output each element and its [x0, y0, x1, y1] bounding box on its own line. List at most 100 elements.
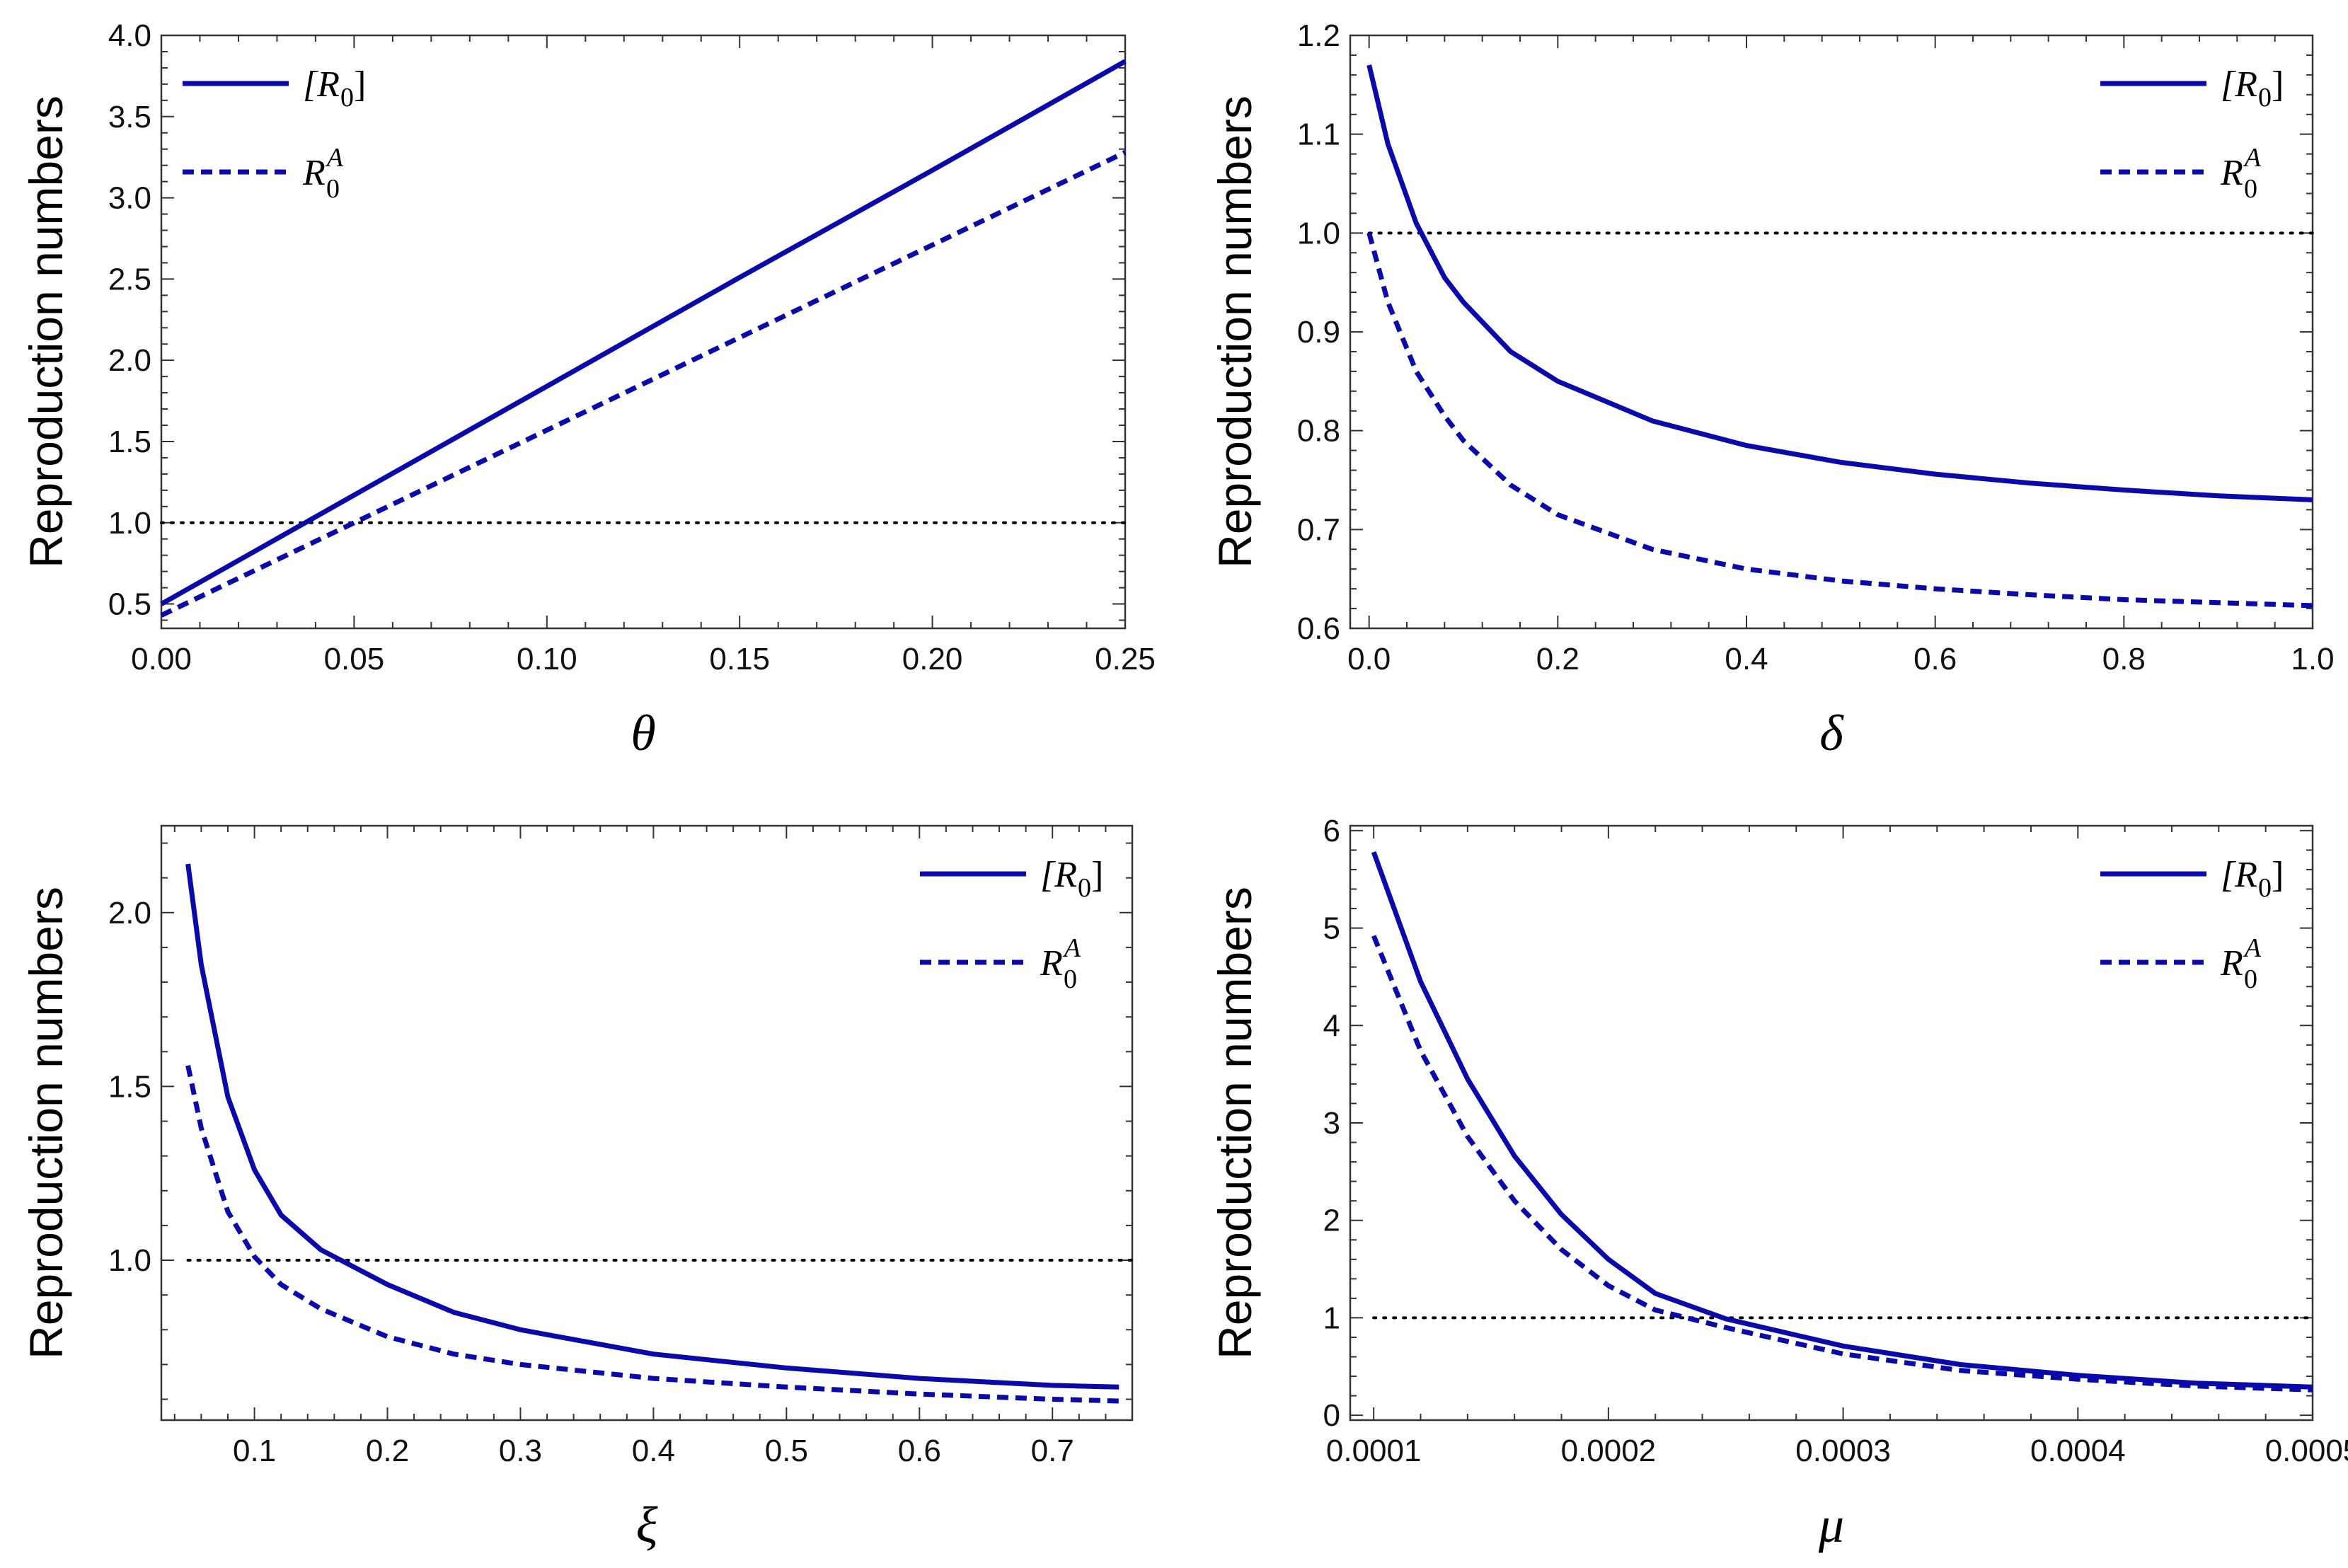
- x-tick-label: 0.2: [366, 1434, 409, 1468]
- x-tick-label: 0.0003: [1795, 1434, 1891, 1468]
- legend-label-main: [R: [303, 64, 340, 105]
- y-tick-label: 1.0: [1297, 216, 1340, 250]
- chart-xi: 0.1 0.2 0.3 0.4 0.5 0.6 0.7 1.0 1.5 2.0 Reproducti…: [20, 824, 1134, 1553]
- x-tick-label: 0.4: [632, 1434, 675, 1468]
- legend-label-main: R: [2220, 943, 2243, 984]
- legend-label-sup: A: [2243, 143, 2262, 173]
- legend-label: [R0]: [1040, 855, 1103, 903]
- legend-label-main: [R: [2221, 855, 2257, 895]
- y-tick-label: 1: [1323, 1301, 1340, 1335]
- legend-label-main: R: [2220, 153, 2243, 193]
- y-tick-label: 3.5: [108, 100, 151, 134]
- x-tick-label: 0.8: [2102, 642, 2146, 676]
- x-tick-label: 1.0: [2291, 642, 2334, 676]
- legend-label-sub: 0: [2244, 964, 2257, 994]
- x-tick-label: 0.20: [902, 642, 963, 676]
- legend-label-sup: A: [1062, 933, 1081, 963]
- y-axis-label: Reproduction numbers: [20, 887, 72, 1359]
- legend-label-end: ]: [2272, 855, 2284, 895]
- series-line-r0: [1366, 64, 2313, 502]
- y-tick-label: 5: [1323, 911, 1340, 946]
- legend-label: [R0]: [2221, 64, 2284, 113]
- plot-frame: [160, 34, 1127, 630]
- chart-theta: 0.00 0.05 0.10 0.15 0.20 0.25 0.5 1.0 1.5 2.0 2.5 3…: [20, 18, 1156, 761]
- x-tick-label: 0.4: [1725, 642, 1768, 676]
- x-axis-label: θ: [631, 705, 655, 761]
- x-tick-label: 0.2: [1536, 642, 1579, 676]
- y-tick-label: 2: [1323, 1204, 1340, 1238]
- legend-label: RA 0: [302, 143, 344, 204]
- y-tick-label: 1.2: [1297, 18, 1340, 53]
- legend: [R0]RA 0: [920, 855, 1103, 994]
- y-tick-label: 4: [1323, 1008, 1340, 1043]
- legend-label: RA 0: [2220, 933, 2262, 994]
- legend: [R0]RA 0: [2100, 855, 2284, 994]
- x-tick-label: 0.1: [233, 1434, 276, 1468]
- x-tick-label: 0.0001: [1326, 1434, 1422, 1468]
- y-tick-label: 0.5: [108, 587, 151, 622]
- y-tick-label: 1.5: [108, 425, 151, 459]
- y-tick-label: 0.7: [1297, 512, 1340, 547]
- legend-label-main: [R: [2221, 64, 2257, 105]
- legend: [R0]RA 0: [183, 64, 366, 204]
- y-tick-label: 3: [1323, 1106, 1340, 1141]
- legend-label-sup: A: [2243, 933, 2262, 963]
- x-axis-label: μ: [1818, 1497, 1844, 1553]
- y-tick-label: 0.6: [1297, 611, 1340, 646]
- legend-label-sub: 0: [340, 83, 354, 113]
- y-tick-label: 0: [1323, 1398, 1340, 1433]
- legend-label: [R0]: [2221, 855, 2284, 903]
- x-axis-label: δ: [1819, 705, 1844, 761]
- chart-delta: 0.0 0.2 0.4 0.6 0.8 1.0 0.6 0.7 0.8 0.9 1.0 1.1 1.2 R…: [1209, 18, 2335, 761]
- legend: [R0]RA 0: [2100, 64, 2284, 204]
- legend-label-sub: 0: [2258, 83, 2272, 113]
- y-axis-label: Reproduction numbers: [1209, 887, 1261, 1359]
- legend-label-sub: 0: [1078, 873, 1091, 903]
- x-tick-label: 0.6: [898, 1434, 941, 1468]
- plot-frame: [160, 824, 1134, 1422]
- legend-label-end: ]: [2272, 64, 2284, 105]
- chart-mu: 0.0001 0.0002 0.0003 0.0004 0.0005 0 1 2 3 4 5 6 Rep…: [1209, 814, 2348, 1553]
- series-line-r0: [1371, 851, 2313, 1390]
- legend-label-sup: A: [325, 143, 344, 173]
- series-line-r0a: [185, 1065, 1120, 1404]
- legend-label-sub: 0: [1064, 964, 1077, 994]
- x-tick-label: 0.7: [1031, 1434, 1074, 1468]
- x-tick-label: 0.0004: [2030, 1434, 2126, 1468]
- legend-label-sub: 0: [326, 174, 340, 204]
- x-tick-label: 0.5: [765, 1434, 808, 1468]
- series-line-r0a: [160, 150, 1127, 618]
- y-tick-label: 1.0: [108, 1243, 151, 1278]
- y-axis-label: Reproduction numbers: [20, 96, 72, 568]
- y-tick-label: 3.0: [108, 181, 151, 216]
- legend-label-end: ]: [1091, 855, 1103, 895]
- y-tick-label: 1.5: [108, 1069, 151, 1104]
- x-tick-label: 0.0002: [1561, 1434, 1657, 1468]
- x-tick-label: 0.00: [131, 642, 192, 676]
- y-axis-label: Reproduction numbers: [1209, 96, 1261, 568]
- y-tick-label: 0.8: [1297, 414, 1340, 449]
- x-tick-label: 0.15: [709, 642, 770, 676]
- y-tick-label: 1.0: [108, 506, 151, 541]
- y-tick-label: 0.9: [1297, 315, 1340, 350]
- legend-label: RA 0: [1040, 933, 1081, 994]
- x-tick-label: 0.6: [1913, 642, 1957, 676]
- legend-label: [R0]: [303, 64, 366, 113]
- x-tick-label: 0.05: [324, 642, 385, 676]
- x-tick-label: 0.0005: [2265, 1434, 2348, 1468]
- x-tick-label: 0.0: [1347, 642, 1391, 676]
- series-line-r0: [160, 59, 1127, 606]
- legend-label-sub: 0: [2244, 174, 2257, 204]
- y-tick-label: 1.1: [1297, 117, 1340, 152]
- legend-label-main: R: [302, 153, 326, 193]
- legend-label-main: R: [1040, 943, 1063, 984]
- x-tick-label: 0.3: [499, 1434, 542, 1468]
- y-tick-label: 2.0: [108, 343, 151, 378]
- y-tick-label: 2.5: [108, 262, 151, 296]
- series-line-r0a: [1366, 232, 2313, 609]
- y-tick-label: 2.0: [108, 896, 151, 930]
- x-tick-label: 0.25: [1095, 642, 1156, 676]
- y-tick-label: 6: [1323, 814, 1340, 848]
- x-tick-label: 0.10: [517, 642, 577, 676]
